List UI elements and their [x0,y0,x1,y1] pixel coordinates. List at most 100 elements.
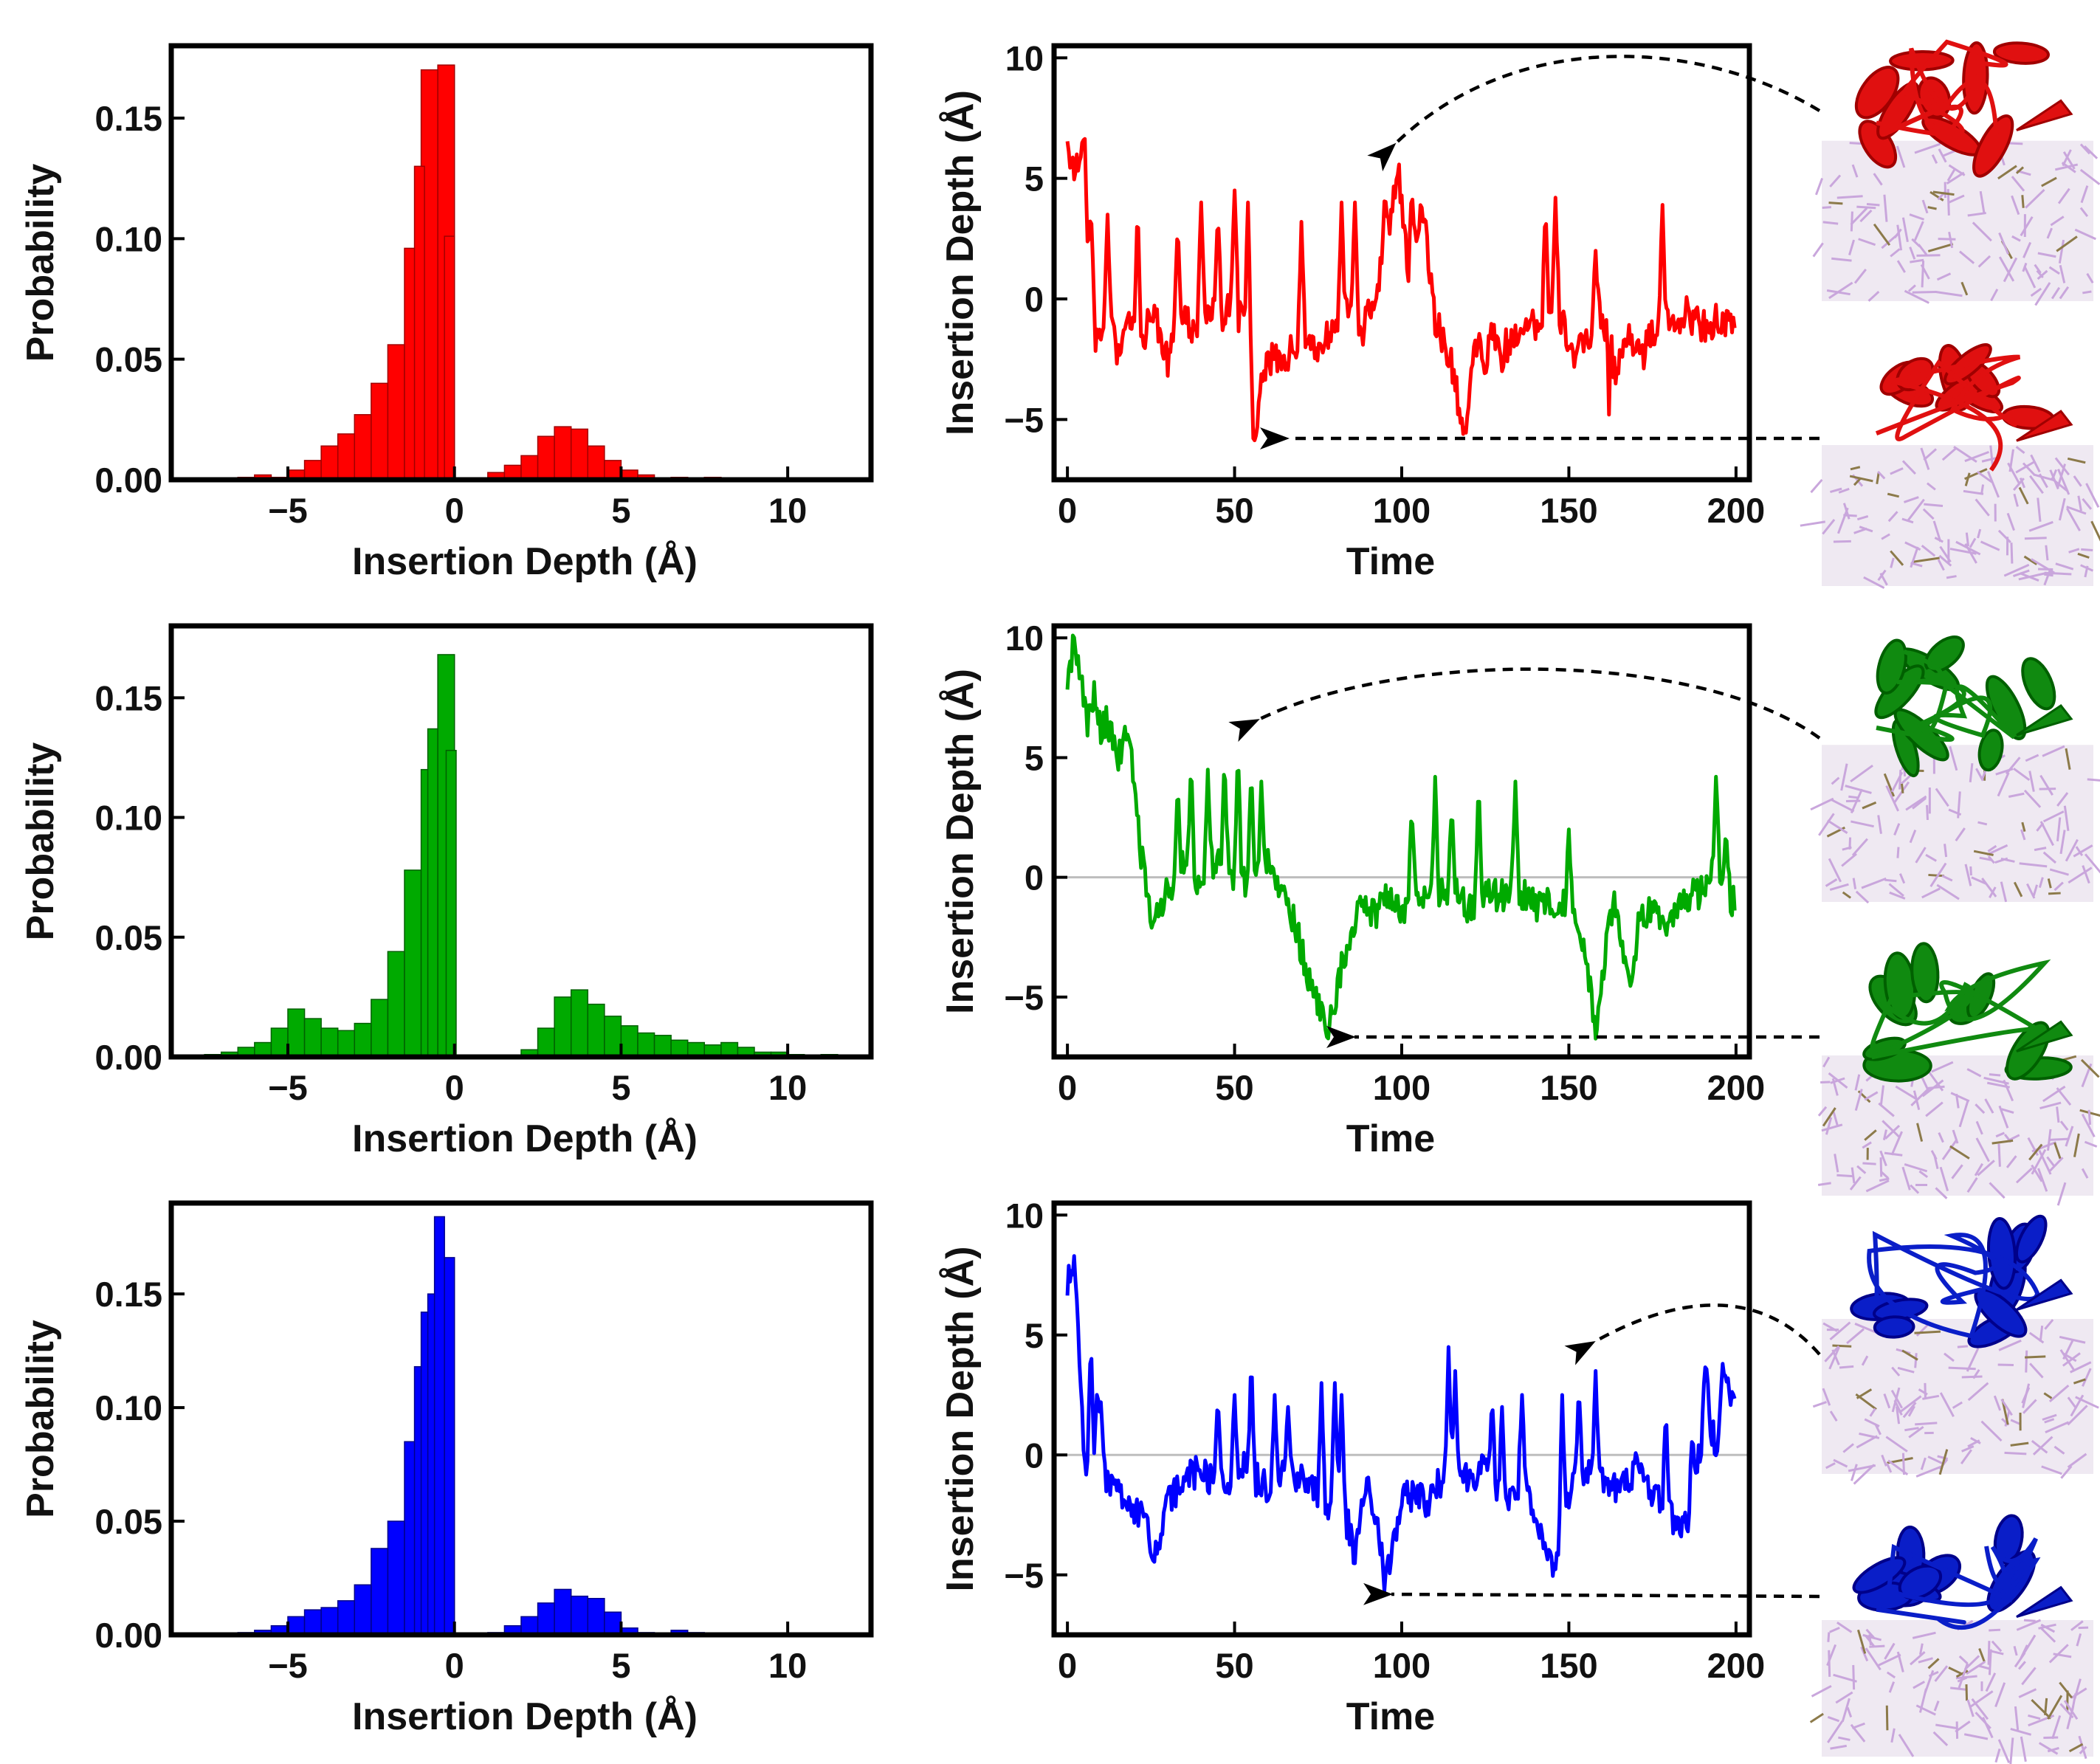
x-tick-label: 200 [1707,1646,1765,1685]
lipid-stroke [1879,1085,1885,1106]
snapshot-blue-inserted [1809,1514,2093,1764]
lipid-stroke [2068,1743,2084,1753]
lipid-stroke [2010,1728,2032,1736]
lipid-stroke [1893,1399,1903,1416]
lipid-stroke [2068,548,2080,554]
histogram-bar [570,428,589,480]
lipid-stroke [2053,881,2064,892]
lipid-stroke [1980,484,1985,494]
lipid-stroke [2067,1453,2087,1469]
lipid-stroke [1898,873,1906,884]
lipid-stroke [2050,216,2065,227]
lipid-stroke [2055,562,2074,571]
lipid-stroke [1898,1395,1922,1414]
lipid-stroke [2059,1681,2073,1699]
lipid-stroke [1936,883,1960,900]
lipid-stroke [1957,1345,1969,1348]
lipid-stroke [2043,570,2051,586]
lipid-stroke [1963,489,1984,495]
lipid-stroke [1977,470,1993,483]
lipid-stroke [2073,1378,2086,1385]
histogram-bar [587,445,605,480]
lipid-stroke [1880,1171,1889,1179]
trace-frame [1051,43,1752,483]
lipid-stroke [1914,1353,1918,1368]
lipid-stroke [2042,851,2056,864]
lipid-stroke [1975,498,1990,517]
lipid-stroke [2090,520,2100,542]
lipid-stroke [2030,454,2041,473]
lipid-stroke [1948,1667,1963,1675]
protein-helix [1854,66,1900,120]
lipid-stroke [1886,1671,1896,1679]
lipid-stroke [1949,1145,1970,1160]
histogram-bar [320,445,339,480]
lipid-stroke [1935,1723,1957,1729]
lipid-stroke [1981,878,1997,897]
lipid-stroke [1967,212,1986,217]
x-tick-label: 10 [768,1646,807,1685]
lipid-stroke [1890,771,1904,793]
lipid-stroke [1890,248,1901,258]
lipid-stroke [1941,447,1957,461]
lipid-stroke [2084,853,2100,874]
histogram-bar [371,999,389,1058]
snapshot-red-surface [1812,39,2100,306]
lipid-stroke [2065,1126,2074,1147]
lipid-stroke [2015,166,2025,174]
lipid-stroke [1925,853,1937,862]
lipid-stroke [2053,1653,2072,1658]
y-tick-label: 10 [1005,38,1044,77]
snapshot-red-inserted [1800,343,2100,589]
lipid-stroke [2031,1439,2048,1454]
lipid-stroke [1822,1322,1838,1332]
histogram-bar [554,1588,572,1636]
lipid-stroke [1907,284,1916,292]
lipid-stroke [1905,795,1927,811]
lipid-stroke [2049,1157,2064,1172]
histogram-bar [404,869,422,1058]
lipid-stroke [1833,540,1851,543]
x-tick-label: 0 [1058,1068,1077,1107]
lipid-stroke [1958,1663,1969,1689]
lipid-stroke [1907,498,1925,521]
lipid-stroke [2039,774,2053,796]
lipid-stroke [1850,1723,1866,1743]
y-tick-label: 5 [1025,1316,1044,1355]
lipid-stroke [1938,148,1947,163]
lipid-stroke [1969,1690,1994,1709]
lipid-stroke [2008,792,2025,798]
lipid-stroke [1864,1129,1877,1141]
lipid-stroke [1822,221,1839,225]
x-tick-label: 10 [768,1068,807,1107]
lipid-stroke [2082,1368,2092,1387]
x-tick-label: 200 [1707,1068,1765,1107]
lipid-stroke [2056,817,2062,841]
lipid-stroke [2000,881,2008,903]
lipid-stroke [1935,788,1949,807]
lipid-stroke [2016,1619,2042,1631]
lipid-stroke [1889,891,1906,900]
x-axis-title: Insertion Depth (Å) [352,540,698,583]
histogram-bar [303,1609,322,1636]
lipid-stroke [1882,1129,1887,1140]
lipid-stroke [1873,173,1883,186]
lipid-stroke [1952,1129,1959,1144]
lipid-stroke [1829,883,1849,892]
lipid-stroke [1966,1661,1986,1675]
lipid-stroke [2065,748,2071,770]
histogram-bar [337,1600,356,1636]
x-tick-label: 50 [1215,1068,1253,1107]
lipid-stroke [1932,1731,1949,1746]
lipid-stroke [1861,1355,1869,1366]
lipid-stroke [1818,813,1835,836]
lipid-stroke [1924,1382,1927,1399]
lipid-stroke [1810,797,1834,811]
lipid-stroke [1980,1420,2003,1442]
lipid-stroke [2065,838,2079,862]
lipid-stroke [1966,1176,1978,1193]
x-axis-title: Time [1346,1117,1435,1160]
lipid-stroke [1939,1392,1955,1418]
lipid-stroke [1897,1366,1915,1374]
histogram-hist-blue: −5 0 5 10 0.00 0.05 0.10 0.15 Insertion Depth (Å… [19,1200,874,1738]
